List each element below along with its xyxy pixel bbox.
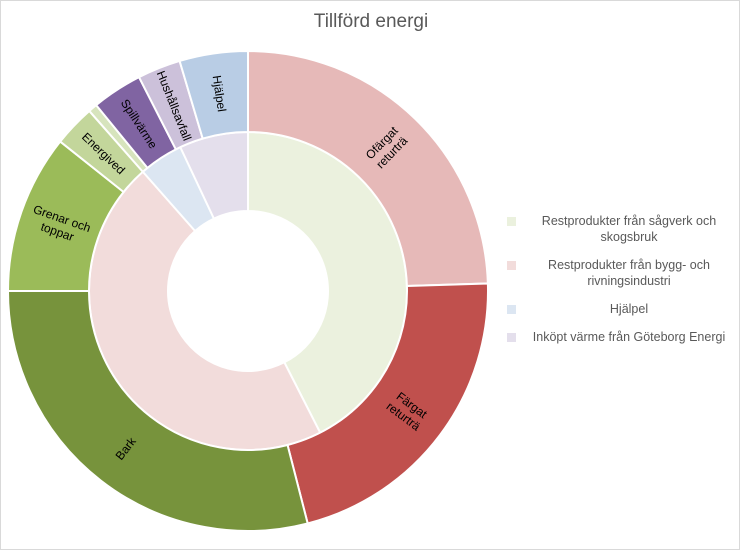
legend-label: Restprodukter från sågverk och skogsbruk	[541, 214, 717, 244]
outer-slice-f-rgat-returtr	[286, 282, 489, 525]
legend-swatch	[507, 305, 516, 314]
chart-legend: Restprodukter från sågverk och skogsbruk…	[507, 213, 737, 357]
chart-title: Tillförd energi	[313, 11, 429, 32]
outer-slice-of-rgat-returtr	[247, 49, 489, 288]
legend-swatch	[507, 217, 516, 226]
legend-swatch	[507, 333, 516, 342]
legend-label: Restprodukter från bygg- och rivningsind…	[548, 258, 710, 288]
legend-swatch	[507, 261, 516, 270]
slice-label-hj-lpel: Hjälpel	[210, 74, 229, 112]
outer-slice-bark	[6, 290, 309, 532]
legend-item-purchased-heat: Inköpt värme från Göteborg Energi	[507, 329, 737, 345]
outer-slice-hj-lpel	[178, 49, 249, 140]
legend-item-auxiliary-power: Hjälpel	[507, 301, 737, 317]
legend-label: Hjälpel	[609, 302, 649, 316]
legend-item-sawmill: Restprodukter från sågverk och skogsbruk	[507, 213, 737, 245]
legend-label: Inköpt värme från Göteborg Energi	[532, 330, 726, 344]
legend-item-demolition: Restprodukter från bygg- och rivningsind…	[507, 257, 737, 289]
